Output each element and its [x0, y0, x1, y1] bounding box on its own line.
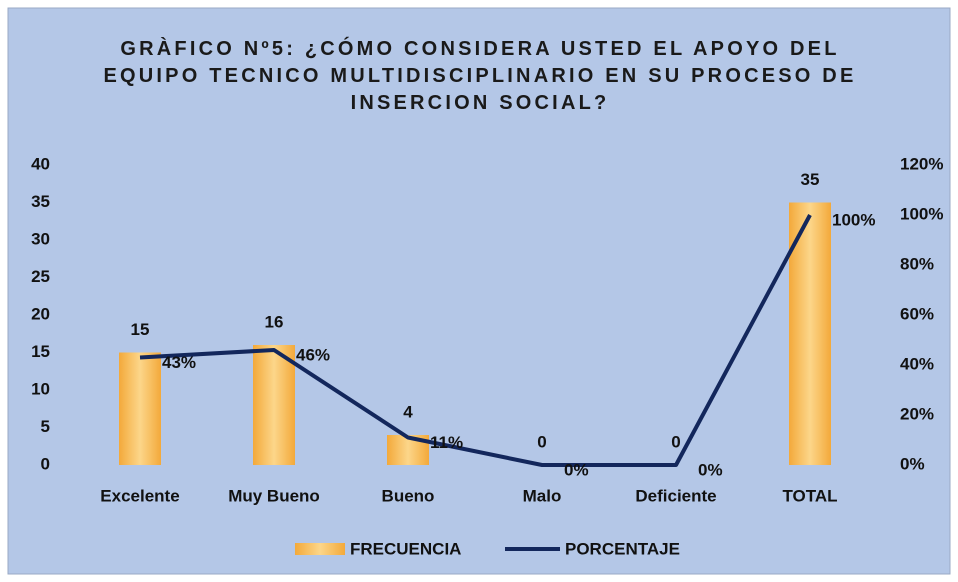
x-tick-label: Deficiente — [635, 486, 716, 505]
chart-title: GRÀFICO Nº5: ¿CÓMO CONSIDERA USTED EL AP… — [103, 38, 857, 114]
bar — [789, 202, 831, 465]
y-tick-label: 0 — [41, 454, 50, 473]
bar-value-label: 35 — [801, 170, 820, 189]
line — [139, 214, 812, 467]
y2-tick-label: 120% — [900, 154, 943, 173]
y-tick-label: 20 — [31, 304, 50, 323]
y2-tick-label: 20% — [900, 404, 934, 423]
line-value-label: 100% — [832, 210, 875, 229]
y-tick-label: 25 — [31, 267, 50, 286]
line-value-label: 46% — [296, 345, 330, 364]
x-tick-label: TOTAL — [782, 486, 837, 505]
bar-value-label: 15 — [131, 320, 150, 339]
bar-value-label: 4 — [403, 402, 413, 421]
x-tick-label: Bueno — [382, 486, 435, 505]
bar-value-label: 0 — [537, 432, 546, 451]
y2-tick-label: 60% — [900, 304, 934, 323]
line-value-label: 43% — [162, 353, 196, 372]
line-value-label: 0% — [698, 460, 723, 479]
bar — [119, 352, 161, 465]
y2-tick-label: 0% — [900, 454, 925, 473]
y2-tick-label: 100% — [900, 204, 943, 223]
y-tick-label: 10 — [31, 379, 50, 398]
y2-tick-label: 40% — [900, 354, 934, 373]
legend-swatch — [295, 543, 345, 555]
line-value-label: 0% — [564, 460, 589, 479]
x-tick-label: Muy Bueno — [228, 486, 320, 505]
y-tick-label: 35 — [31, 192, 50, 211]
y-tick-label: 40 — [31, 154, 50, 173]
line-value-label: 11% — [430, 433, 463, 452]
y-tick-label: 30 — [31, 229, 50, 248]
x-tick-label: Malo — [523, 486, 562, 505]
y-tick-label: 15 — [31, 342, 50, 361]
bar-value-label: 16 — [265, 312, 284, 331]
legend-label: PORCENTAJE — [565, 539, 680, 558]
legend-label: FRECUENCIA — [350, 539, 461, 558]
y2-tick-label: 80% — [900, 254, 934, 273]
bar-value-label: 0 — [671, 432, 680, 451]
bar — [253, 345, 295, 465]
x-tick-label: Excelente — [100, 486, 179, 505]
y-tick-label: 5 — [41, 417, 50, 436]
